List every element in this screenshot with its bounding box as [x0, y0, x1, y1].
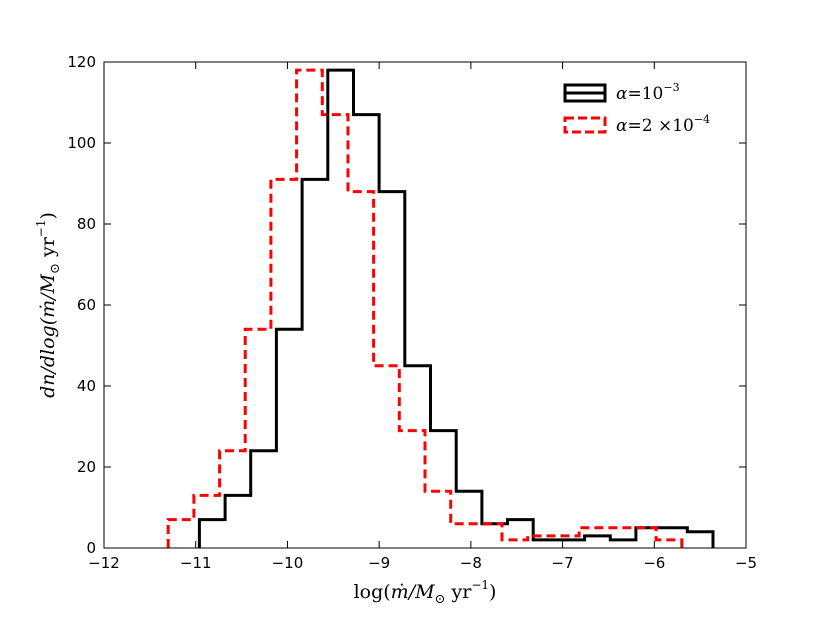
legend-label-alpha-2e-4: α=2 ×10−4 — [616, 113, 710, 136]
y-tick-label: 120 — [67, 53, 96, 71]
legend-label-alpha-1e-3: α=10−3 — [616, 81, 680, 104]
series-alpha-1e-3-step — [197, 68, 715, 548]
x-axis-label: log(ṁ/M⊙ yr−1) — [354, 578, 497, 607]
x-label-prefix: log( — [354, 581, 391, 603]
x-tick-label: −6 — [643, 554, 665, 572]
y-tick-label: 40 — [77, 377, 96, 395]
x-tick-label: −9 — [368, 554, 390, 572]
legend-1-base: α — [616, 84, 628, 104]
legend-swatch-solid-box — [563, 83, 607, 103]
y-axis-label: dn/dlog(ṁ/M⊙ yr−1) — [34, 212, 63, 398]
y-label-unit: yr — [37, 236, 59, 263]
x-tick-label: −5 — [735, 554, 757, 572]
y-tick-label: 80 — [77, 215, 96, 233]
x-tick-label: −7 — [552, 554, 574, 572]
y-tick-label: 60 — [77, 296, 96, 314]
x-label-unit: yr — [445, 581, 472, 603]
legend-1-rel: =10 — [627, 84, 663, 104]
x-tick-label: −10 — [272, 554, 304, 572]
y-label-prefix: dn/dlog( — [37, 317, 59, 398]
y-label-sun: ⊙ — [48, 263, 63, 274]
plot-area — [104, 62, 746, 548]
series-layer — [166, 68, 715, 548]
x-label-mid: /M — [407, 581, 435, 603]
legend-swatch-dashed-box — [563, 116, 607, 134]
legend-2-rel: =2 ×10 — [627, 116, 693, 136]
y-tick-label: 0 — [86, 539, 96, 557]
x-label-sup: −1 — [471, 578, 489, 592]
x-label-suffix: ) — [489, 581, 496, 603]
x-tick-label: −8 — [460, 554, 482, 572]
y-tick-label: 100 — [67, 134, 96, 152]
y-label-mdot: ṁ — [37, 300, 59, 318]
series-alpha-2e-4-step — [166, 68, 684, 548]
x-tick-label: −11 — [180, 554, 212, 572]
legend-1-sup: −3 — [663, 81, 679, 94]
tick-layer: −12 −11 −10 −9 −8 −7 −6 −5 0 20 40 60 80 100 120 — [67, 53, 757, 572]
x-tick-label: −12 — [88, 554, 120, 572]
legend: α=10−3 α=2 ×10−4 — [563, 81, 710, 136]
legend-2-sup: −4 — [694, 113, 710, 126]
legend-2-base: α — [616, 116, 628, 136]
y-label-mid: /M — [37, 273, 59, 301]
y-label-suffix: ) — [37, 212, 59, 219]
y-label-sup: −1 — [34, 220, 48, 238]
y-tick-label: 20 — [77, 458, 96, 476]
x-label-sun: ⊙ — [435, 592, 446, 607]
x-label-mdot: ṁ — [391, 581, 409, 603]
